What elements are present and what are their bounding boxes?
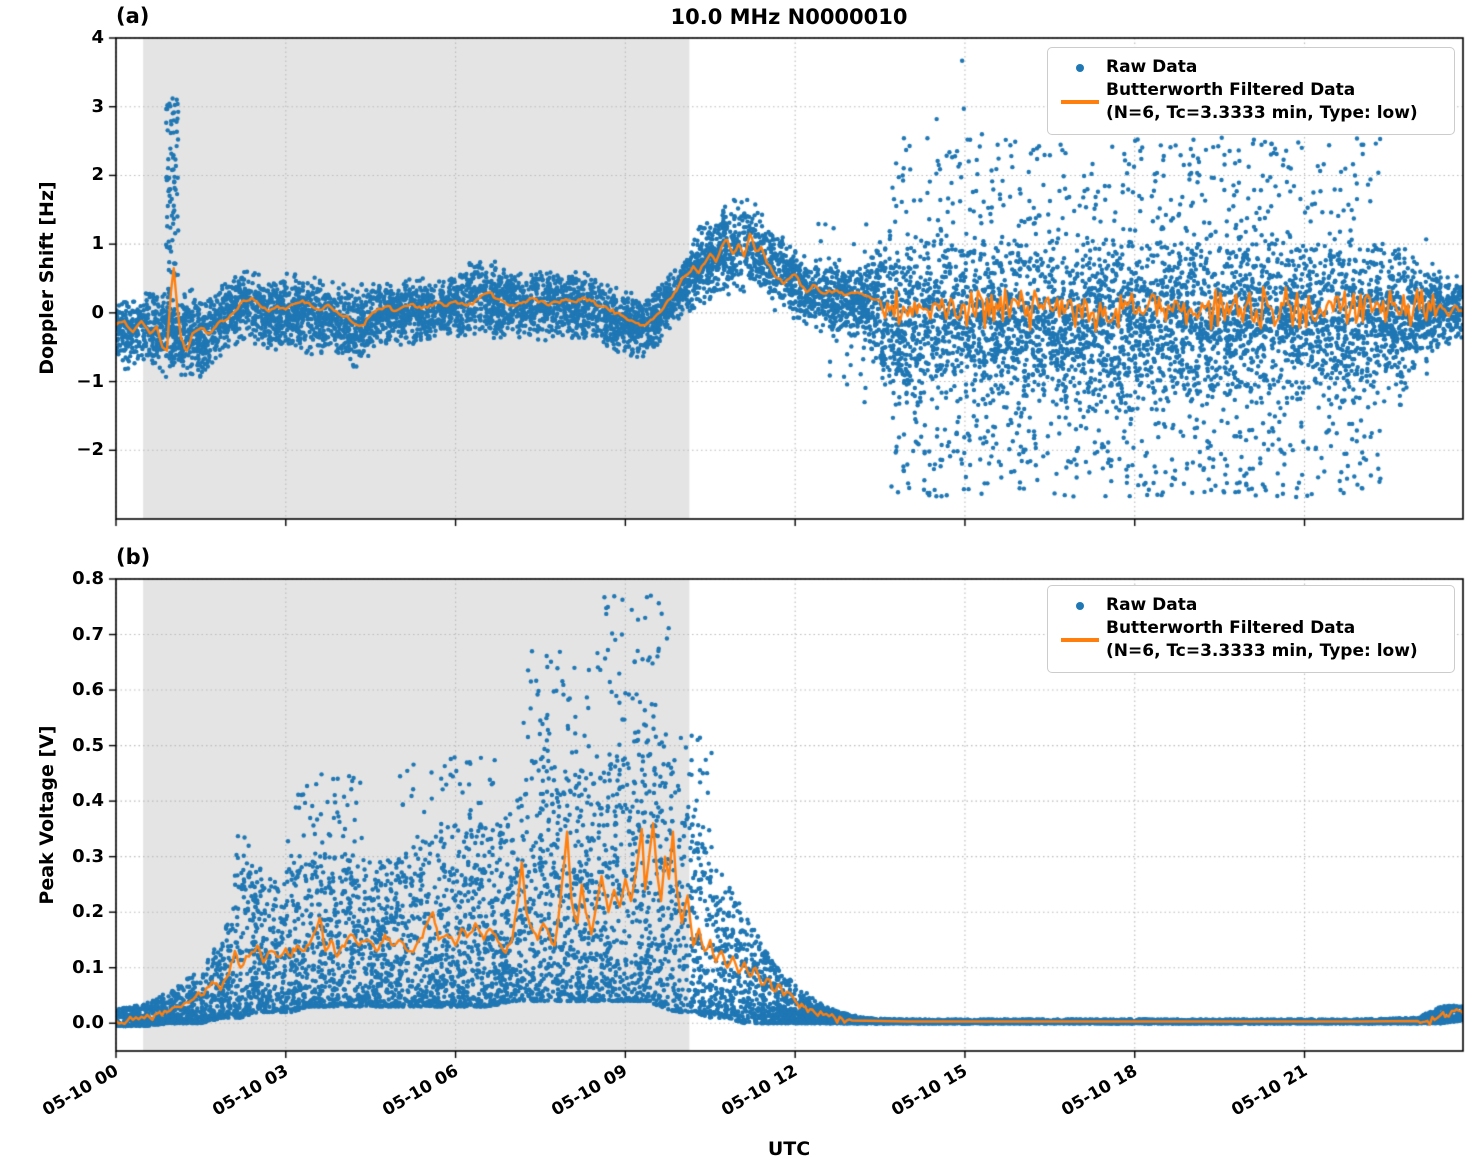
y-tick-label: 0.1 xyxy=(72,956,104,978)
y-tick-label: 3 xyxy=(91,95,104,117)
legend-entry-filtered: Butterworth Filtered Data (N=6, Tc=3.333… xyxy=(1054,79,1446,125)
raw-data-dot-icon xyxy=(1076,63,1084,72)
x-tick-label: 05-10 00 xyxy=(0,1061,122,1120)
legend-filtered-label-line2: (N=6, Tc=3.3333 min, Type: low) xyxy=(1106,641,1418,661)
legend-raw-label: Raw Data xyxy=(1106,57,1198,77)
legend-entry-filtered: Butterworth Filtered Data (N=6, Tc=3.333… xyxy=(1054,617,1446,663)
x-axis-label: UTC xyxy=(767,1138,811,1160)
y-tick-label: 0.2 xyxy=(72,901,104,923)
raw-data-dot-icon xyxy=(1076,601,1084,610)
legend-filtered-label-line1: Butterworth Filtered Data xyxy=(1106,80,1356,100)
legend-filtered-label-line1: Butterworth Filtered Data xyxy=(1106,618,1356,638)
y-tick-label: −1 xyxy=(76,370,104,392)
y-tick-label: 0.6 xyxy=(72,679,104,701)
x-tick-label: 05-10 06 xyxy=(302,1061,462,1120)
y-tick-label: 0 xyxy=(91,301,104,323)
legend-raw-label: Raw Data xyxy=(1106,595,1198,615)
x-tick-label: 05-10 18 xyxy=(981,1061,1141,1120)
legend-entry-raw: Raw Data xyxy=(1054,594,1446,617)
x-tick-label: 05-10 21 xyxy=(1151,1061,1311,1120)
x-tick-label: 05-10 09 xyxy=(471,1061,632,1120)
legend-entry-raw: Raw Data xyxy=(1054,56,1446,79)
x-tick-label: 05-10 15 xyxy=(811,1061,971,1120)
y-tick-label: 1 xyxy=(91,233,104,255)
y-tick-label: 0.8 xyxy=(72,568,104,589)
filtered-line-icon xyxy=(1061,100,1099,104)
y-tick-label: 0.5 xyxy=(72,734,104,756)
x-tick-label: 05-10 03 xyxy=(132,1061,292,1120)
legend-panel-b: Raw Data Butterworth Filtered Data (N=6,… xyxy=(1047,585,1455,673)
y-tick-label: 0.7 xyxy=(72,623,104,645)
y-tick-label: 0.3 xyxy=(72,845,104,867)
figure-title: 10.0 MHz N0000010 xyxy=(670,5,908,29)
legend-panel-a: Raw Data Butterworth Filtered Data (N=6,… xyxy=(1047,47,1455,135)
legend-filtered-label-line2: (N=6, Tc=3.3333 min, Type: low) xyxy=(1106,103,1418,123)
panel-a-label: (a) xyxy=(116,4,150,28)
panel-b-label: (b) xyxy=(116,545,151,569)
y-tick-label: 4 xyxy=(91,27,104,48)
filtered-line-icon xyxy=(1061,638,1099,642)
y-tick-label: 2 xyxy=(91,164,104,186)
y-tick-label: −2 xyxy=(76,439,104,461)
x-tick-label: 05-10 12 xyxy=(641,1061,801,1120)
y-tick-label: 0.4 xyxy=(72,790,104,812)
y-tick-label: 0.0 xyxy=(72,1012,104,1034)
